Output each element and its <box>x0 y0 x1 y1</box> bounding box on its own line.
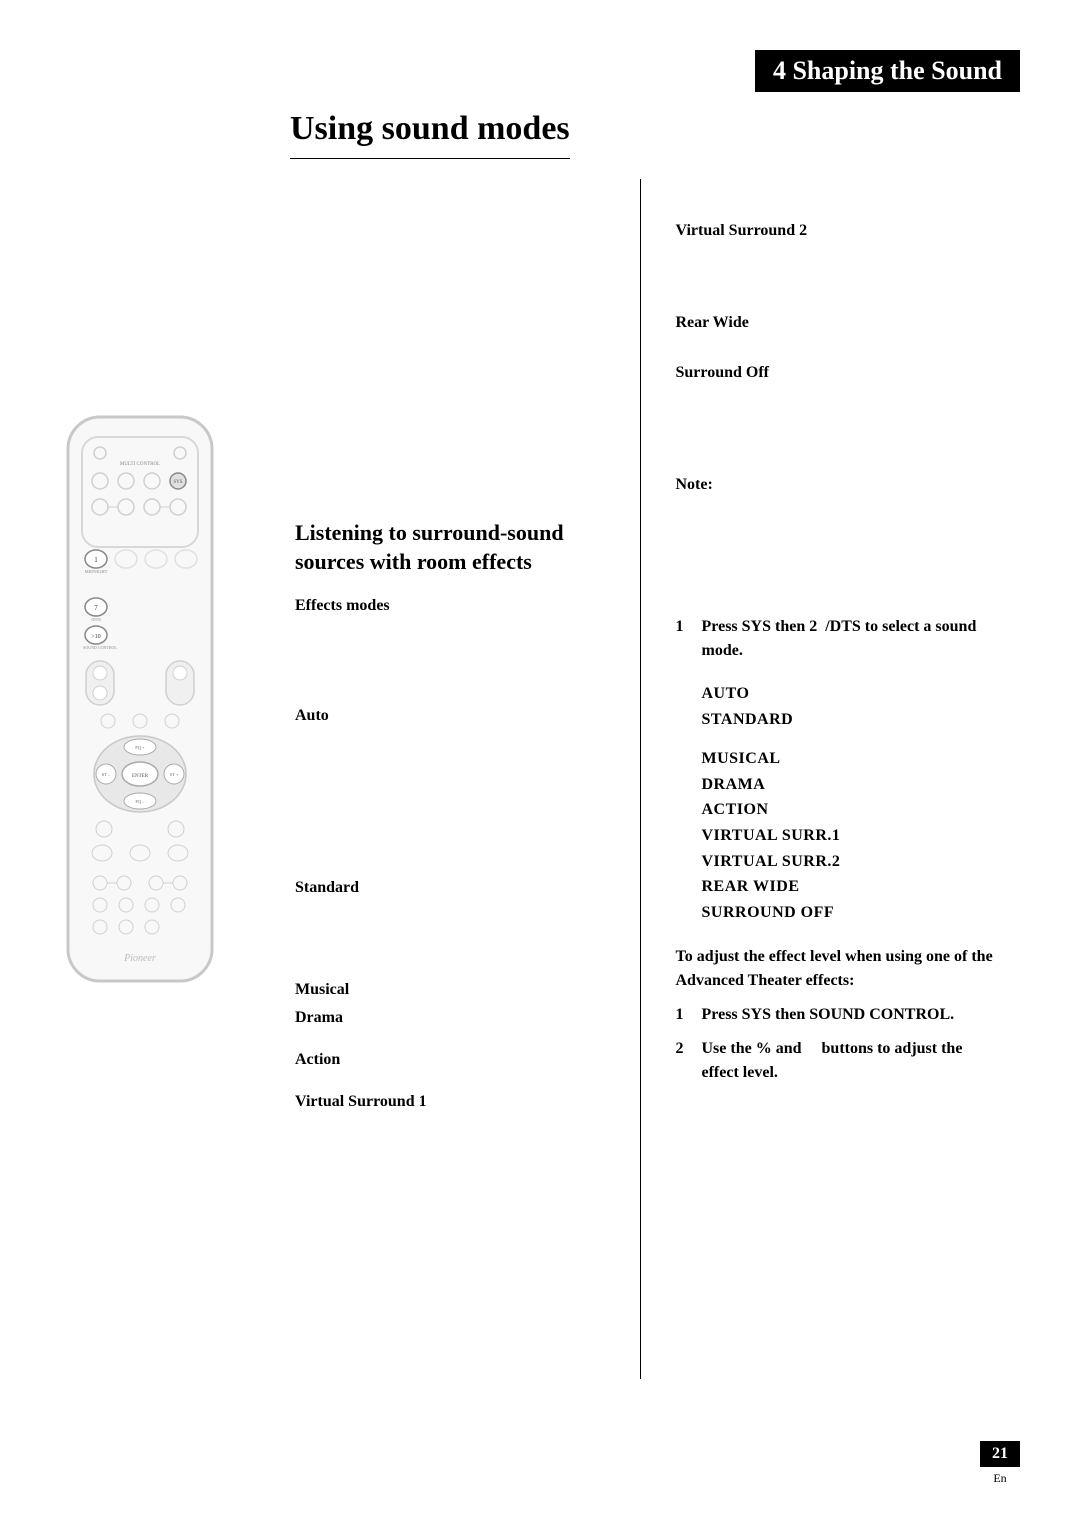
page-number: 21 <box>980 1441 1020 1467</box>
btn-gt10: >10 <box>91 634 100 640</box>
page-footer: 21 En <box>980 1441 1020 1486</box>
dts-label: /DTS <box>91 617 101 622</box>
fq-minus-label: FQ – <box>135 799 145 804</box>
mode-surround-off: Surround Off <box>676 361 996 385</box>
btn-7: 7 <box>94 604 98 612</box>
enter-label: ENTER <box>132 774 149 779</box>
manual-page: 4 Shaping the Sound Using sound modes MU… <box>0 0 1080 1526</box>
text-columns: Listening to surround-sound sources with… <box>270 179 1020 1379</box>
st-minus-label: ST – <box>102 772 111 777</box>
language-code: En <box>980 1471 1020 1486</box>
note-label: Note: <box>676 473 996 497</box>
step-1: 1 Press SYS then 2 /DTS to select a soun… <box>676 615 996 663</box>
remote-control-illustration: MULTI CONTROL SYS 1 MIDNIGHT <box>60 409 220 989</box>
list-vs2: VIRTUAL SURR.2 <box>702 849 996 875</box>
title-underline <box>290 158 570 159</box>
adjust-step-1: 1 Press SYS then SOUND CONTROL. <box>676 1003 996 1027</box>
list-vs1: VIRTUAL SURR.1 <box>702 823 996 849</box>
chapter-title: Shaping the Sound <box>792 56 1002 85</box>
remote-column: MULTI CONTROL SYS 1 MIDNIGHT <box>60 179 270 1379</box>
effects-modes-label: Effects modes <box>295 594 615 618</box>
subheading-listening: Listening to surround-sound sources with… <box>295 519 615 576</box>
step-1-text: Press SYS then 2 /DTS to select a sound … <box>702 615 996 663</box>
list-musical: MUSICAL <box>702 746 996 772</box>
content-wrapper: MULTI CONTROL SYS 1 MIDNIGHT <box>60 179 1020 1379</box>
svg-text:Pioneer: Pioneer <box>123 953 156 964</box>
left-column: Listening to surround-sound sources with… <box>270 179 641 1379</box>
page-title: Using sound modes <box>290 110 1020 148</box>
list-rear-wide: REAR WIDE <box>702 874 996 900</box>
list-auto: AUTO <box>702 681 996 707</box>
list-standard: STANDARD <box>702 707 996 733</box>
chapter-number: 4 <box>773 56 786 85</box>
mode-list: AUTO STANDARD MUSICAL DRAMA ACTION VIRTU… <box>702 681 996 925</box>
chapter-header: 4 Shaping the Sound <box>755 50 1020 92</box>
mode-action: Action <box>295 1048 615 1072</box>
fq-plus-label: FQ + <box>135 745 145 750</box>
adjust-intro: To adjust the effect level when using on… <box>676 945 996 993</box>
list-drama: DRAMA <box>702 772 996 798</box>
mode-rear-wide: Rear Wide <box>676 311 996 335</box>
mode-standard: Standard <box>295 876 615 900</box>
st-plus-label: ST + <box>170 772 179 777</box>
adjust-step-2-text: Use the % and buttons to adjust the effe… <box>702 1037 996 1085</box>
adjust-step-1-num: 1 <box>676 1003 690 1027</box>
adjust-step-2: 2 Use the % and buttons to adjust the ef… <box>676 1037 996 1085</box>
midnight-label: MIDNIGHT <box>85 569 108 574</box>
mode-vs2: Virtual Surround 2 <box>676 219 996 243</box>
mode-auto: Auto <box>295 704 615 728</box>
mode-musical: Musical <box>295 978 615 1002</box>
mode-vs1: Virtual Surround 1 <box>295 1090 615 1114</box>
right-column: Virtual Surround 2 Rear Wide Surround Of… <box>641 179 1021 1379</box>
multi-control-label: MULTI CONTROL <box>120 462 160 467</box>
step-1-num: 1 <box>676 615 690 663</box>
btn-1: 1 <box>94 556 98 564</box>
list-surround-off: SURROUND OFF <box>702 900 996 926</box>
sys-label: SYS <box>173 480 182 485</box>
mode-drama: Drama <box>295 1006 615 1030</box>
list-action: ACTION <box>702 797 996 823</box>
adjust-step-2-num: 2 <box>676 1037 690 1085</box>
sound-control-label: SOUND CONTROL <box>83 645 117 650</box>
adjust-step-1-text: Press SYS then SOUND CONTROL. <box>702 1003 955 1027</box>
